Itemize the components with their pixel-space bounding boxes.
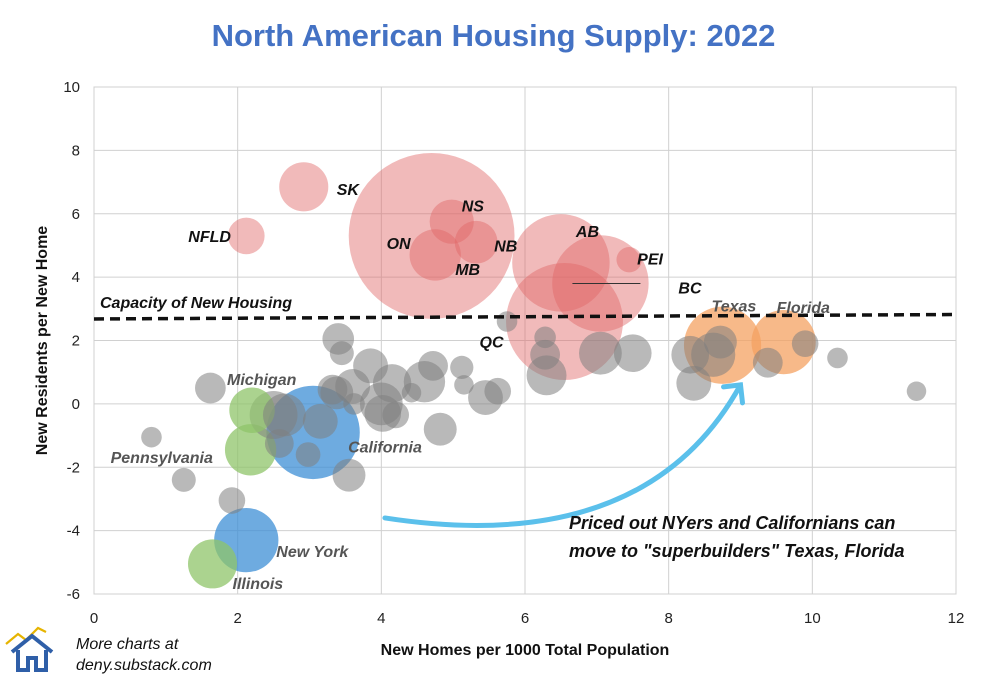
x-axis-title: New Homes per 1000 Total Population xyxy=(381,642,670,659)
x-tick-label: 2 xyxy=(233,610,241,627)
y-tick-label: 2 xyxy=(72,333,80,350)
state-bubble xyxy=(329,341,354,366)
point-label: Pennsylvania xyxy=(111,450,213,467)
point-label: NFLD xyxy=(188,229,231,246)
point-label: New York xyxy=(276,544,349,561)
state-bubble xyxy=(534,326,556,349)
y-tick-label: 8 xyxy=(72,142,80,159)
footer-credit: More charts at deny.substack.com xyxy=(0,622,250,682)
state-bubble xyxy=(484,377,512,405)
state-bubble xyxy=(496,311,518,332)
x-tick-label: 6 xyxy=(521,610,529,627)
house-chart-icon xyxy=(5,626,54,672)
state-bubble xyxy=(382,401,410,429)
x-tick-label: 12 xyxy=(948,610,965,627)
state-bubble xyxy=(141,426,162,448)
state-bubble-labeled xyxy=(229,387,275,433)
state-bubble xyxy=(343,393,365,415)
bubble-layer xyxy=(141,153,927,589)
point-label: MB xyxy=(455,262,480,279)
province-bubble xyxy=(512,214,610,312)
point-label: BC xyxy=(678,280,702,297)
state-bubble xyxy=(454,375,474,395)
province-bubble xyxy=(227,217,265,255)
state-bubble xyxy=(295,442,321,467)
y-axis-title: New Residents per New Home xyxy=(34,226,51,456)
state-bubble xyxy=(530,339,561,370)
point-label: PEI xyxy=(637,252,663,269)
state-bubble xyxy=(332,458,366,492)
chart-title: North American Housing Supply: 2022 xyxy=(211,18,776,53)
axis-ticks: 0 2 4 6 8 10 12 -6 -4 -2 0 2 4 6 8 10 xyxy=(63,79,964,627)
state-bubble xyxy=(791,330,819,357)
capacity-line-label: Capacity of New Housing xyxy=(100,295,292,312)
point-label: California xyxy=(348,439,422,456)
x-tick-label: 4 xyxy=(377,610,385,627)
province-bubble xyxy=(429,199,474,244)
province-bubble xyxy=(409,229,461,281)
state-bubble xyxy=(317,374,348,405)
province-bubble xyxy=(454,220,498,264)
state-bubble xyxy=(302,403,338,439)
point-label: SK xyxy=(337,182,361,199)
state-bubble xyxy=(906,381,927,401)
state-bubble xyxy=(262,393,306,437)
state-bubble xyxy=(401,383,422,403)
province-bubble xyxy=(616,247,642,273)
state-bubble xyxy=(827,347,848,369)
state-bubble xyxy=(613,334,652,373)
migration-arrowhead xyxy=(721,382,745,406)
state-bubble xyxy=(171,467,196,492)
point-label: Texas xyxy=(712,298,757,315)
y-tick-label: 4 xyxy=(72,269,80,286)
state-bubble xyxy=(264,429,294,458)
point-label: QC xyxy=(480,334,504,351)
y-tick-label: -6 xyxy=(67,586,80,603)
point-label: Michigan xyxy=(227,372,297,389)
point-label: Florida xyxy=(777,300,830,317)
point-labels: ON QC AB BC SK NFLD NS NB MB PEI California New Yor… xyxy=(111,182,830,593)
y-tick-label: 10 xyxy=(63,79,80,96)
y-tick-label: -2 xyxy=(67,459,80,476)
point-label: AB xyxy=(575,224,599,241)
state-bubble xyxy=(418,350,448,381)
x-tick-label: 10 xyxy=(804,610,821,627)
state-bubble xyxy=(579,331,622,375)
state-bubble xyxy=(450,355,474,380)
province-bubble xyxy=(279,162,329,212)
x-tick-label: 8 xyxy=(664,610,672,627)
annotation-line-1: Priced out NYers and Californians can xyxy=(569,513,895,533)
state-bubble xyxy=(195,372,226,404)
state-bubble xyxy=(423,412,457,446)
state-bubble xyxy=(353,348,388,384)
y-tick-label: -4 xyxy=(67,523,80,540)
state-bubble-labeled xyxy=(187,539,238,589)
province-bubble xyxy=(348,153,515,319)
footer-line-2[interactable]: deny.substack.com xyxy=(76,657,212,674)
x-tick-label: 0 xyxy=(90,610,98,627)
state-bubble xyxy=(703,325,737,359)
state-bubble xyxy=(218,487,246,514)
state-bubble-labeled xyxy=(224,424,277,476)
point-label: ON xyxy=(387,236,411,253)
state-bubble xyxy=(671,335,710,374)
plot-frame xyxy=(93,86,957,595)
point-label: NS xyxy=(462,199,485,216)
state-bubble xyxy=(752,347,783,378)
annotation-line-2: move to "superbuilders" Texas, Florida xyxy=(569,541,905,561)
y-tick-label: 6 xyxy=(72,206,80,223)
point-label: NB xyxy=(494,238,517,255)
state-bubble xyxy=(676,365,712,401)
point-label: Illinois xyxy=(233,576,284,593)
migration-arrow xyxy=(382,382,743,528)
y-tick-label: 0 xyxy=(72,396,80,413)
footer-line-1: More charts at xyxy=(76,636,179,653)
